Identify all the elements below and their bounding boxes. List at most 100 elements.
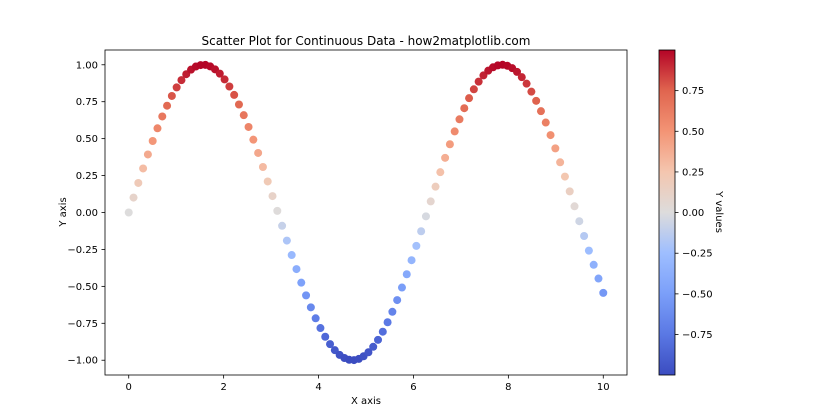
- scatter-point: [273, 206, 282, 215]
- x-tick-label: 8: [505, 382, 511, 393]
- scatter-point: [397, 283, 406, 292]
- y-axis-ticks: 1.00 0.75 0.50 0.25 0.00 −0.25 −0.50 −0.75 −1.00: [67, 60, 105, 367]
- data-points: [124, 60, 608, 365]
- y-axis-label: Y axis: [58, 197, 69, 227]
- scatter-point: [412, 241, 421, 250]
- scatter-point: [536, 107, 545, 116]
- x-tick-label: 2: [220, 382, 226, 393]
- scatter-point: [436, 168, 445, 177]
- scatter-point: [282, 236, 291, 245]
- x-tick-label: 10: [597, 382, 610, 393]
- y-tick-label: −0.50: [67, 282, 98, 293]
- scatter-point: [474, 77, 483, 86]
- scatter-point: [163, 101, 172, 110]
- scatter-point: [364, 348, 373, 357]
- colorbar-tick-label: 0.00: [682, 208, 704, 219]
- scatter-point: [292, 265, 301, 274]
- scatter-point: [158, 112, 167, 121]
- scatter-point: [383, 318, 392, 327]
- scatter-point: [254, 148, 263, 157]
- scatter-point: [268, 192, 277, 201]
- scatter-point: [465, 94, 474, 103]
- scatter-point: [326, 340, 335, 349]
- scatter-point: [421, 212, 430, 221]
- scatter-point: [546, 131, 555, 140]
- scatter-point: [302, 291, 311, 300]
- scatter-point: [215, 69, 224, 78]
- y-tick-label: 1.00: [76, 60, 98, 71]
- scatter-point: [556, 158, 565, 167]
- scatter-point: [177, 76, 186, 85]
- scatter-point: [407, 256, 416, 265]
- scatter-point: [378, 327, 387, 336]
- scatter-point: [599, 288, 608, 297]
- scatter-point: [441, 153, 450, 162]
- scatter-point: [517, 73, 526, 82]
- x-tick-label: 0: [126, 382, 132, 393]
- scatter-point: [455, 115, 464, 124]
- colorbar: [658, 49, 676, 376]
- y-tick-label: 0.25: [76, 171, 98, 182]
- scatter-point: [532, 96, 541, 105]
- x-tick-label: 6: [410, 382, 416, 393]
- scatter-point: [220, 75, 229, 84]
- scatter-point: [316, 324, 325, 333]
- scatter-point: [258, 163, 267, 171]
- scatter-point: [560, 172, 569, 181]
- scatter-point: [522, 79, 531, 88]
- x-axis-ticks: 0 2 4 6 8 10: [126, 375, 610, 393]
- colorbar-tick-label: 0.50: [682, 127, 704, 138]
- scatter-point: [402, 270, 411, 279]
- scatter-point: [278, 221, 287, 230]
- colorbar-tick-label: −0.75: [682, 330, 713, 341]
- scatter-point: [388, 307, 397, 316]
- scatter-point: [225, 82, 234, 91]
- y-tick-label: 0.00: [76, 208, 98, 219]
- scatter-point: [417, 227, 426, 236]
- scatter-point: [469, 85, 478, 94]
- scatter-point: [374, 335, 383, 344]
- scatter-point: [124, 208, 133, 217]
- scatter-point: [594, 274, 603, 283]
- scatter-point: [450, 127, 459, 136]
- scatter-point: [239, 111, 248, 120]
- colorbar-tick-label: 0.25: [682, 167, 704, 178]
- colorbar-tick-label: 0.75: [682, 86, 704, 97]
- scatter-point: [129, 193, 138, 202]
- scatter-point: [589, 260, 598, 269]
- x-axis-label: X axis: [351, 396, 381, 407]
- scatter-point: [234, 100, 243, 109]
- scatter-point: [148, 137, 157, 145]
- chart-title: Scatter Plot for Continuous Data - how2m…: [202, 34, 531, 48]
- scatter-point: [527, 87, 536, 96]
- scatter-point: [249, 135, 258, 144]
- scatter-point: [134, 178, 143, 187]
- scatter-point: [153, 124, 162, 133]
- scatter-point: [431, 182, 440, 191]
- scatter-point: [426, 197, 435, 206]
- y-tick-label: −0.75: [67, 319, 98, 330]
- scatter-point: [580, 231, 589, 240]
- scatter-point: [263, 177, 272, 186]
- scatter-point: [306, 303, 315, 312]
- scatter-point: [172, 83, 181, 92]
- scatter-point: [584, 246, 593, 255]
- colorbar-tick-label: −0.25: [682, 249, 713, 260]
- y-tick-label: −0.25: [67, 245, 98, 256]
- scatter-point: [287, 251, 296, 260]
- scatter-point: [369, 342, 378, 351]
- scatter-point: [244, 122, 253, 131]
- x-tick-label: 4: [315, 382, 321, 393]
- colorbar-tick-label: −0.50: [682, 289, 713, 300]
- scatter-point: [230, 90, 239, 99]
- scatter-point: [575, 217, 584, 226]
- colorbar-ticks: 0.75 0.50 0.25 0.00 −0.25 −0.50 −0.75: [675, 86, 713, 341]
- y-tick-label: 0.75: [76, 97, 98, 108]
- scatter-point: [167, 91, 176, 100]
- y-tick-label: −1.00: [67, 356, 98, 367]
- scatter-point: [143, 150, 152, 159]
- scatter-point: [139, 164, 148, 173]
- y-tick-label: 0.50: [76, 134, 98, 145]
- scatter-point: [297, 278, 306, 287]
